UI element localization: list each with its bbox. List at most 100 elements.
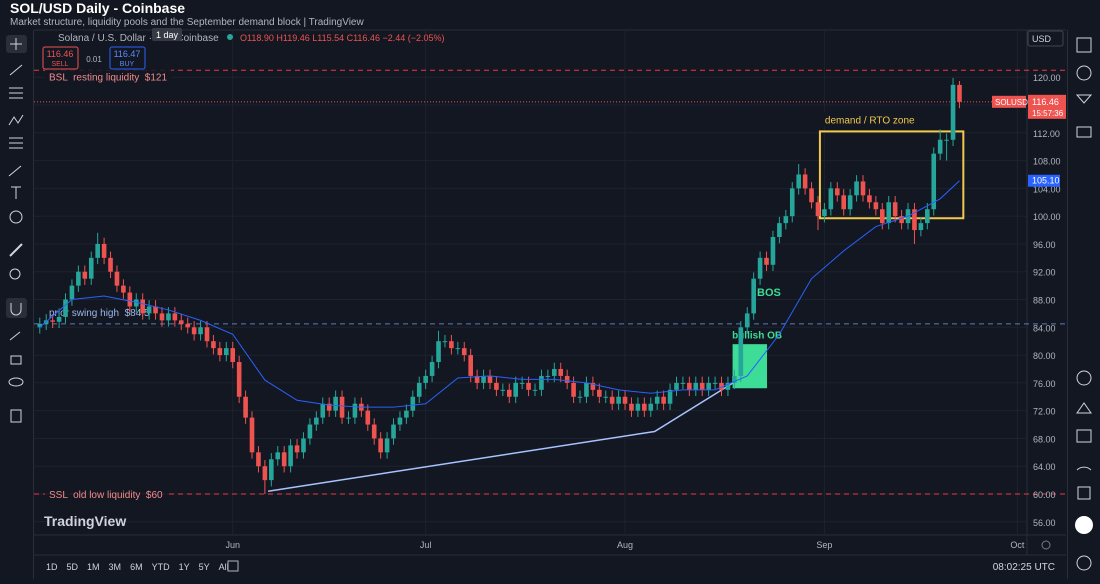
candle-body — [275, 452, 281, 460]
candle-body — [815, 202, 821, 217]
candle-body — [455, 348, 461, 350]
delete-tool[interactable] — [10, 409, 22, 423]
lock-tool[interactable] — [10, 355, 22, 365]
candle-body — [551, 368, 557, 376]
chat-icon[interactable] — [1076, 126, 1092, 138]
candle-body — [571, 382, 576, 397]
ideas-icon[interactable] — [1076, 402, 1092, 414]
trendline-tool[interactable] — [9, 64, 23, 76]
candle-body — [371, 424, 377, 439]
timeframe-button[interactable]: 6M — [130, 562, 143, 572]
candle-body — [661, 396, 666, 404]
plot: BSL resting liquidity $121 prior swing hi… — [34, 30, 1066, 535]
candle-body — [834, 188, 840, 196]
candle-body — [494, 382, 499, 390]
level-label: SSL old low liquidity $60 — [49, 490, 163, 501]
candle-body — [597, 389, 602, 397]
y-tick-label: 104.00 — [1033, 184, 1061, 194]
alerts-icon[interactable] — [1076, 65, 1092, 81]
watchlist-icon[interactable] — [1076, 37, 1092, 53]
level-label: prior swing high $84.5 — [49, 308, 150, 319]
candle-body — [860, 181, 866, 196]
timeframe-button[interactable]: 1D — [46, 562, 58, 572]
pattern-tool[interactable] — [8, 114, 24, 126]
candle-body — [950, 84, 956, 140]
timeframe-button[interactable]: All — [219, 562, 229, 572]
zoom-tool[interactable] — [9, 268, 21, 280]
y-tick-label: 84.00 — [1033, 323, 1056, 333]
candle-body — [288, 445, 293, 467]
candle-body — [198, 327, 203, 335]
candle-body — [847, 195, 853, 210]
candle-body — [108, 257, 113, 272]
timeframe-button[interactable]: 5Y — [199, 562, 210, 572]
help-icon[interactable] — [1076, 555, 1092, 571]
candle-body — [191, 327, 197, 335]
candle-body — [867, 195, 872, 203]
candle-body — [114, 271, 120, 286]
candle-body — [519, 382, 525, 384]
y-tick-label: 56.00 — [1033, 518, 1056, 528]
buy-button[interactable] — [109, 46, 146, 70]
left-toolbar — [0, 30, 34, 579]
products-icon[interactable] — [1075, 516, 1093, 534]
fib-tool[interactable] — [9, 87, 23, 99]
candle-body — [918, 223, 924, 231]
candle-body — [802, 174, 808, 189]
candle-body — [339, 396, 345, 418]
candle-body — [500, 389, 506, 391]
moving-average — [39, 180, 960, 408]
candle-body — [603, 396, 609, 398]
draw-mode-tool[interactable] — [9, 331, 21, 341]
text-tool[interactable] — [11, 186, 21, 199]
chart-subtitle: Market structure, liquidity pools and th… — [10, 17, 364, 28]
candle-body — [725, 382, 731, 390]
tooltip — [152, 28, 182, 41]
y-tick-label: 80.00 — [1033, 351, 1056, 361]
candle-body — [423, 375, 428, 383]
settings-icon[interactable] — [1041, 540, 1051, 550]
stream-icon[interactable] — [1076, 466, 1092, 471]
forecast-tool[interactable] — [9, 137, 23, 149]
candle-body — [166, 313, 171, 321]
candle-body — [539, 375, 544, 390]
sell-button[interactable] — [42, 46, 79, 70]
level-label: BSL resting liquidity $121 — [49, 72, 167, 83]
timeframe-button[interactable]: 1Y — [179, 562, 190, 572]
candle-body — [506, 389, 512, 397]
candle-body — [629, 403, 634, 411]
candle-body — [101, 243, 107, 258]
candle-body — [269, 459, 274, 481]
price-tag — [1028, 94, 1066, 119]
hide-tool[interactable] — [8, 377, 24, 387]
notes-icon[interactable] — [1077, 486, 1091, 500]
symbol-legend[interactable]: Solana / U.S. Dollar · 1D · Coinbase — [58, 33, 219, 44]
x-tick-label: Sep — [816, 540, 832, 550]
candle-body — [674, 382, 679, 390]
timeframe-button[interactable]: YTD — [152, 562, 171, 572]
brush-tool[interactable] — [8, 165, 22, 177]
currency-select[interactable] — [1027, 30, 1064, 47]
spread: 0.01 — [86, 55, 102, 64]
candle-body — [127, 292, 133, 307]
candle-body — [410, 396, 416, 411]
candle-body — [744, 313, 750, 328]
target-icon[interactable] — [1076, 370, 1092, 386]
timeframe-button[interactable]: 3M — [109, 562, 122, 572]
ruler-tool[interactable] — [9, 243, 23, 257]
y-tick-label: 92.00 — [1033, 268, 1056, 278]
timeframe-button[interactable]: 5D — [67, 562, 79, 572]
data-window-icon[interactable] — [1075, 94, 1093, 104]
price-tag-text: 116.46 — [1032, 97, 1059, 107]
candle-body — [95, 243, 100, 258]
candle-body — [886, 202, 892, 224]
timeframe-button[interactable]: 1M — [87, 562, 100, 572]
candle-body — [564, 375, 570, 383]
candle-body — [320, 403, 326, 418]
date-range-icon[interactable] — [227, 560, 239, 572]
calendar-icon[interactable] — [1076, 429, 1092, 443]
candle-body — [468, 355, 473, 376]
candle-body — [584, 382, 589, 397]
y-tick-label: 60.00 — [1033, 490, 1056, 500]
emoji-tool[interactable] — [9, 210, 23, 224]
